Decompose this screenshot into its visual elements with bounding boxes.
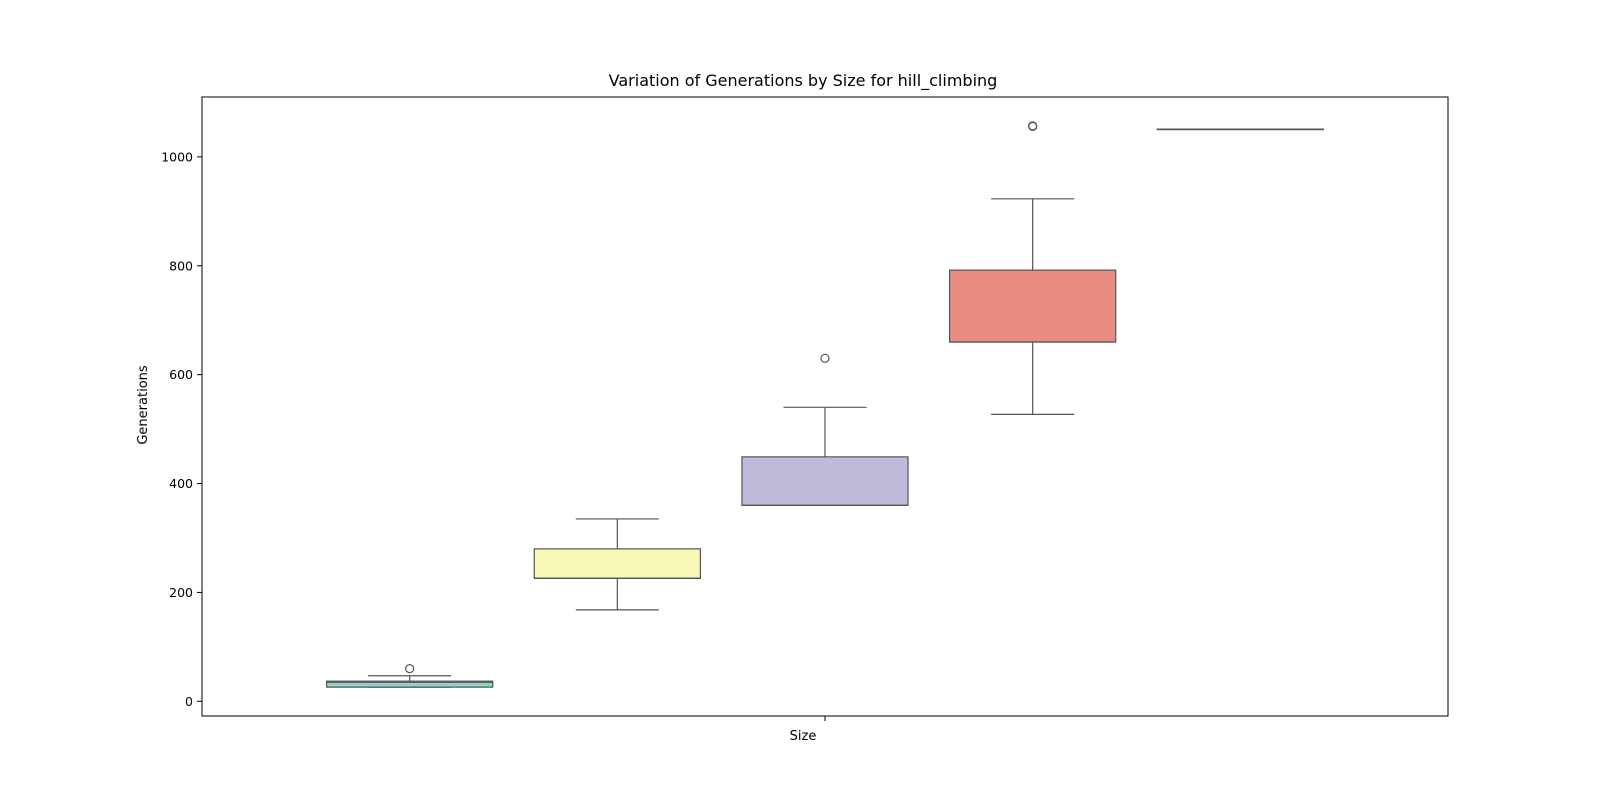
plot-area	[326, 121, 1325, 688]
box-group-3	[741, 353, 909, 506]
box	[326, 680, 494, 688]
outlier-point	[1028, 121, 1038, 131]
box-group-5	[1156, 128, 1325, 131]
y-axis-label: Generations	[136, 365, 151, 445]
box	[741, 456, 909, 506]
y-tick-label: 0	[185, 694, 193, 709]
outlier-point	[405, 664, 415, 674]
box-group-1	[326, 664, 494, 688]
box-group-2	[533, 518, 701, 611]
box-group-4	[948, 121, 1117, 415]
y-tick-label: 400	[169, 476, 193, 491]
outlier-point	[820, 353, 830, 363]
axes: 0 200 400 600 800 1000	[161, 149, 826, 721]
y-tick-label: 1000	[161, 149, 193, 164]
box	[948, 269, 1117, 343]
y-tick-label: 800	[169, 258, 193, 273]
chart-title: Variation of Generations by Size for hil…	[609, 71, 998, 91]
x-axis-label: Size	[790, 729, 817, 744]
y-tick-label: 200	[169, 585, 193, 600]
y-tick-label: 600	[169, 367, 193, 382]
box	[533, 548, 701, 579]
